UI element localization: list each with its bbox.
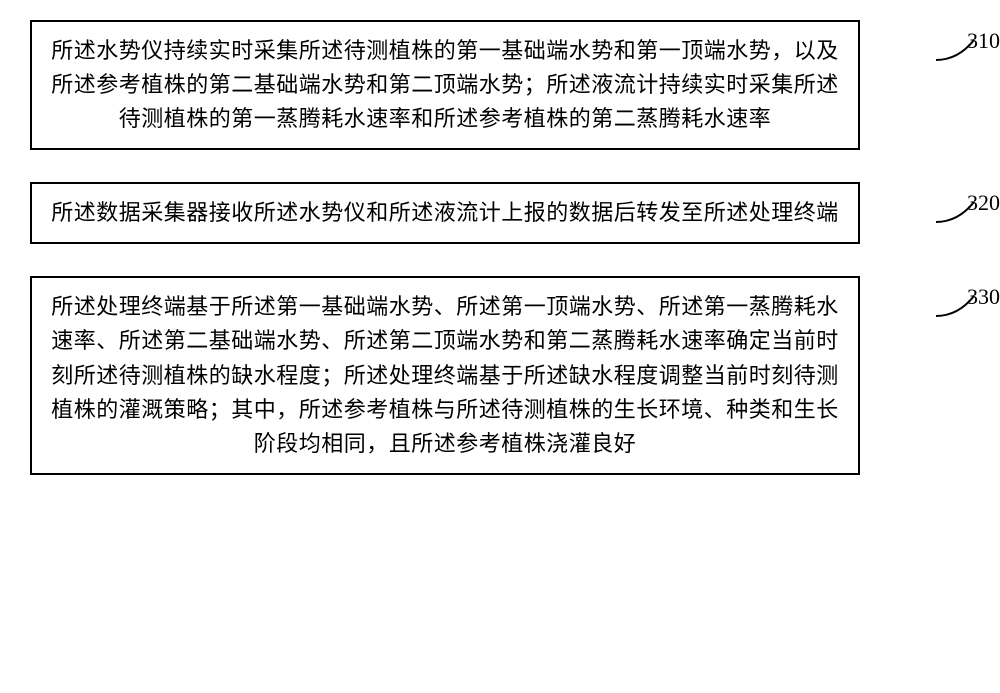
step-310-box: 所述水势仪持续实时采集所述待测植株的第一基础端水势和第一顶端水势，以及所述参考植… bbox=[30, 20, 860, 150]
step-320-label: 320 bbox=[967, 190, 1000, 216]
step-330-text: 所述处理终端基于所述第一基础端水势、所述第一顶端水势、所述第一蒸腾耗水速率、所述… bbox=[50, 290, 840, 460]
step-320-box: 所述数据采集器接收所述水势仪和所述液流计上报的数据后转发至所述处理终端 bbox=[30, 182, 860, 244]
step-310-label: 310 bbox=[967, 28, 1000, 54]
step-310-text: 所述水势仪持续实时采集所述待测植株的第一基础端水势和第一顶端水势，以及所述参考植… bbox=[50, 34, 840, 136]
step-310-wrapper: 所述水势仪持续实时采集所述待测植株的第一基础端水势和第一顶端水势，以及所述参考植… bbox=[30, 20, 940, 150]
flowchart-container: 所述水势仪持续实时采集所述待测植株的第一基础端水势和第一顶端水势，以及所述参考植… bbox=[30, 20, 940, 475]
step-320-wrapper: 所述数据采集器接收所述水势仪和所述液流计上报的数据后转发至所述处理终端 320 bbox=[30, 182, 940, 244]
step-330-label: 330 bbox=[967, 284, 1000, 310]
step-330-box: 所述处理终端基于所述第一基础端水势、所述第一顶端水势、所述第一蒸腾耗水速率、所述… bbox=[30, 276, 860, 474]
step-330-wrapper: 所述处理终端基于所述第一基础端水势、所述第一顶端水势、所述第一蒸腾耗水速率、所述… bbox=[30, 276, 940, 474]
step-320-text: 所述数据采集器接收所述水势仪和所述液流计上报的数据后转发至所述处理终端 bbox=[50, 196, 840, 230]
